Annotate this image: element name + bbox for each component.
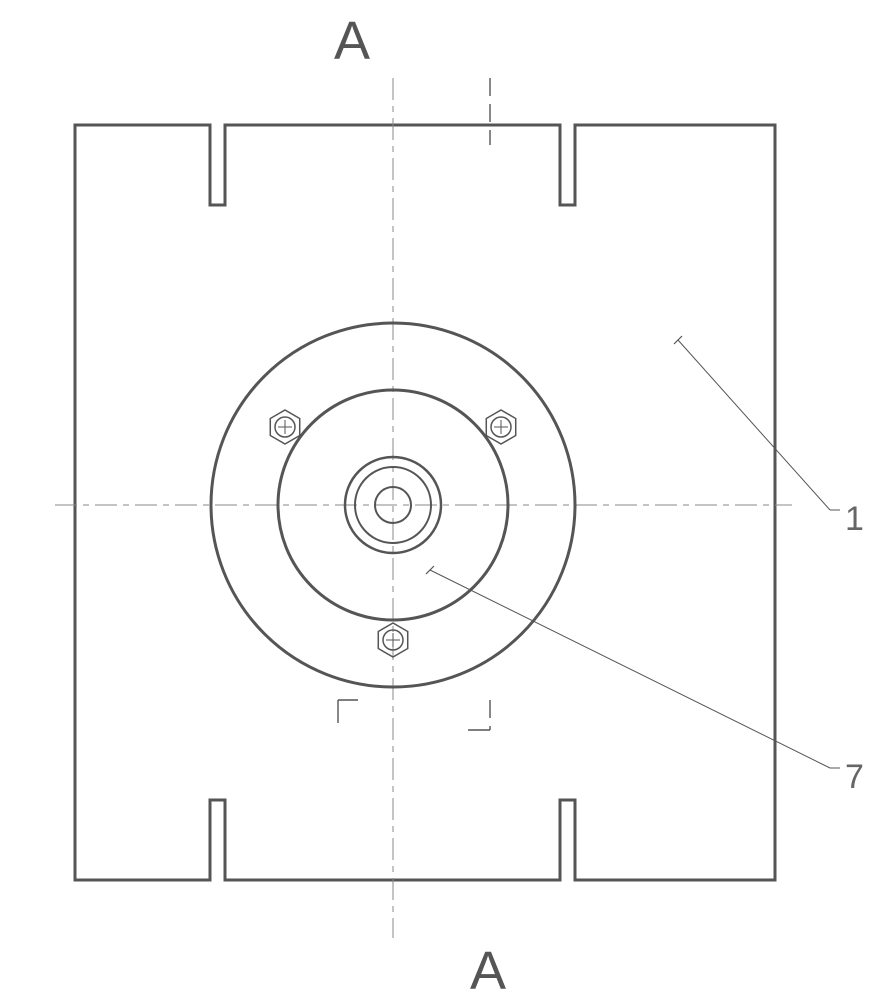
section-label-top: A	[334, 10, 370, 72]
callout-label-1: 1	[845, 500, 864, 539]
technical-drawing: A A 1 7	[0, 0, 884, 1000]
section-label-bottom: A	[470, 940, 506, 1002]
drawing-svg	[0, 0, 884, 1000]
callout-label-7: 7	[845, 758, 864, 797]
